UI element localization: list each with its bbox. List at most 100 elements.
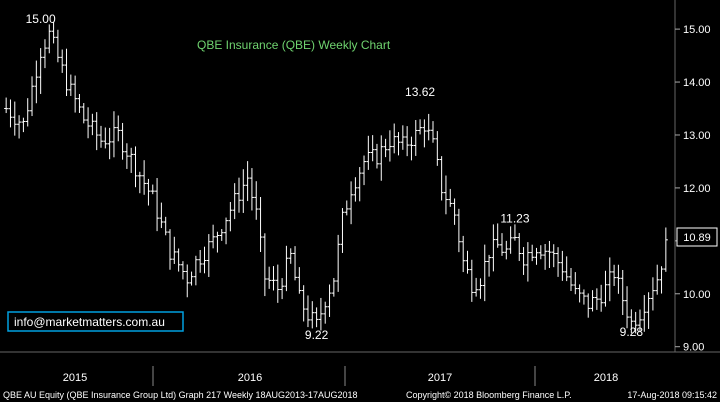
ohlc-bar: [599, 284, 604, 312]
y-tick-label: 13.00: [683, 130, 711, 142]
ohlc-bar: [336, 234, 341, 292]
ohlc-bar: [392, 123, 397, 154]
ohlc-bar: [396, 132, 401, 156]
x-year-label: 2016: [238, 372, 262, 384]
ohlc-bar: [443, 175, 448, 215]
ohlc-bar: [60, 49, 65, 73]
ohlc-bar: [314, 307, 319, 328]
ohlc-bar: [284, 245, 289, 292]
ohlc-bar: [616, 264, 621, 294]
ohlc-bar: [530, 244, 535, 262]
ohlc-bar: [275, 264, 280, 303]
ohlc-bar: [573, 272, 578, 295]
price-annotation: 9.22: [305, 328, 329, 342]
watermark-box: info@marketmatters.com.au: [7, 311, 184, 332]
chart-title: QBE Insurance (QBE) Weekly Chart: [197, 38, 391, 52]
ohlc-bar: [633, 311, 638, 334]
ohlc-bar: [362, 155, 367, 186]
ohlc-bar: [379, 135, 384, 181]
ohlc-bar: [387, 130, 392, 162]
ohlc-bar: [620, 269, 625, 316]
ohlc-bar: [370, 135, 375, 162]
ohlc-bar: [581, 289, 586, 305]
price-annotation: 11.23: [500, 212, 529, 226]
ohlc-bar: [297, 267, 302, 294]
ohlc-bar: [293, 246, 298, 281]
ohlc-bar: [17, 115, 22, 139]
price-annotation: 15.00: [26, 12, 56, 26]
ohlc-bar: [405, 126, 410, 157]
ohlc-bar: [327, 284, 332, 317]
ohlc-bar: [603, 270, 608, 307]
ohlc-bar: [38, 48, 43, 94]
ohlc-bar: [642, 295, 647, 332]
ohlc-bar: [142, 160, 147, 195]
ohlc-bar: [55, 29, 60, 63]
ohlc-bar: [81, 103, 86, 124]
footer-right: 17-Aug-2018 09:15:42: [627, 390, 717, 400]
ohlc-bar: [146, 178, 151, 206]
ohlc-bar: [267, 266, 272, 289]
ohlc-bar: [211, 224, 216, 249]
ohlc-bar: [556, 247, 561, 277]
ohlc-bar: [116, 115, 121, 142]
ohlc-bar: [413, 120, 418, 156]
bars-layer: [4, 21, 668, 334]
ohlc-bar: [538, 245, 543, 260]
ohlc-bar: [288, 248, 293, 264]
ohlc-bar: [249, 168, 254, 211]
ohlc-bar: [215, 231, 220, 253]
ohlc-bar: [90, 113, 95, 136]
ohlc-bar: [504, 240, 509, 260]
ohlc-bar: [659, 266, 664, 294]
ohlc-bar: [206, 234, 211, 277]
ohlc-bar: [357, 167, 362, 202]
ohlc-bar: [51, 21, 56, 44]
ohlc-bar: [176, 248, 181, 272]
price-annotation: 9.28: [620, 325, 644, 339]
ohlc-bar: [262, 233, 267, 297]
ohlc-bar: [508, 226, 513, 254]
ohlc-bar: [228, 201, 233, 232]
ohlc-bar: [280, 278, 285, 300]
y-tick-label: 12.00: [683, 183, 711, 195]
ohlc-bar: [409, 136, 414, 161]
ohlc-bar: [340, 208, 345, 253]
ohlc-bar: [469, 259, 474, 302]
ohlc-bar: [521, 247, 526, 275]
ohlc-bar: [456, 208, 461, 253]
ohlc-bar: [655, 264, 660, 295]
ohlc-bar: [73, 75, 78, 113]
ohlc-bar: [185, 264, 190, 298]
ohlc-bar: [219, 229, 224, 241]
ohlc-bar: [625, 286, 630, 329]
ohlc-bar: [422, 119, 427, 148]
ohlc-bar: [318, 297, 323, 331]
ohlc-bar: [331, 277, 336, 297]
ohlc-bar: [650, 277, 655, 311]
ohlc-bar: [637, 309, 642, 332]
ohlc-bar: [168, 229, 172, 270]
ohlc-bar: [349, 181, 354, 225]
ohlc-bar: [435, 131, 440, 166]
ohlc-bar: [439, 156, 444, 201]
ohlc-bar: [547, 240, 552, 269]
ohlc-bar: [487, 254, 492, 277]
ohlc-bar: [120, 122, 125, 160]
ohlc-bar: [111, 111, 116, 158]
ohlc-bar: [629, 309, 634, 334]
footer-left: QBE AU Equity (QBE Insurance Group Ltd) …: [3, 390, 358, 400]
ohlc-bar: [551, 244, 556, 268]
ohlc-bar: [254, 181, 259, 220]
ohlc-bar: [517, 233, 522, 261]
ohlc-bar: [577, 284, 582, 303]
x-year-label: 2018: [594, 372, 618, 384]
ohlc-bar: [344, 200, 349, 216]
x-years: 2015 2016 2017 2018: [63, 366, 618, 386]
ohlc-bar: [310, 301, 315, 329]
annotations: 15.00 13.62 11.23 9.22 9.28: [26, 12, 644, 342]
ohlc-bar: [305, 295, 310, 328]
ohlc-bar: [25, 98, 30, 127]
ohlc-bar: [103, 127, 108, 149]
ohlc-bar: [150, 184, 155, 195]
